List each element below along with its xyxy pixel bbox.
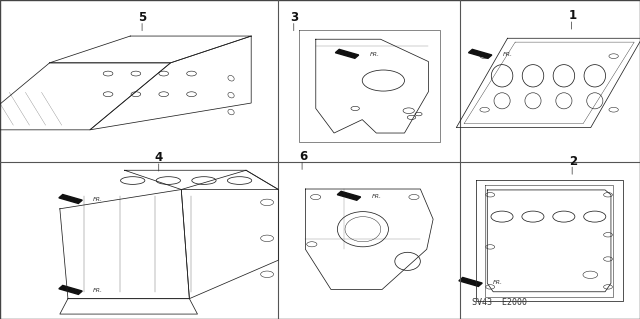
- Text: FR.: FR.: [493, 280, 503, 285]
- Text: 4: 4: [155, 152, 163, 164]
- Text: FR.: FR.: [371, 194, 381, 199]
- FancyArrow shape: [335, 49, 359, 58]
- FancyArrow shape: [468, 49, 492, 58]
- Text: FR.: FR.: [93, 197, 103, 202]
- FancyArrow shape: [459, 278, 483, 286]
- FancyArrow shape: [59, 195, 83, 204]
- Text: 3: 3: [291, 11, 299, 24]
- Text: FR.: FR.: [93, 288, 103, 293]
- Text: 1: 1: [568, 10, 577, 22]
- FancyArrow shape: [337, 191, 361, 200]
- Text: FR.: FR.: [502, 52, 513, 57]
- Text: 2: 2: [570, 155, 578, 167]
- Text: SV43  E2000: SV43 E2000: [472, 298, 527, 307]
- Text: 5: 5: [138, 11, 146, 24]
- FancyArrow shape: [59, 286, 83, 294]
- Text: 6: 6: [299, 150, 307, 163]
- Text: FR.: FR.: [369, 52, 380, 57]
